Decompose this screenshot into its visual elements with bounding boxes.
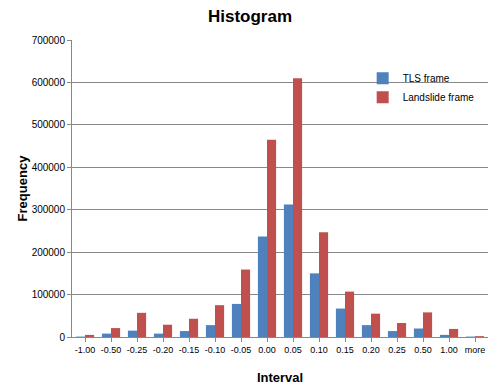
svg-text:Interval: Interval [257, 370, 303, 385]
svg-text:-0.10: -0.10 [205, 345, 226, 355]
svg-text:-0.25: -0.25 [127, 345, 148, 355]
svg-text:200000: 200000 [32, 247, 66, 258]
svg-text:0.10: 0.10 [310, 345, 328, 355]
svg-text:-0.50: -0.50 [101, 345, 122, 355]
svg-text:1.00: 1.00 [440, 345, 458, 355]
svg-text:-0.15: -0.15 [179, 345, 200, 355]
svg-text:-0.05: -0.05 [231, 345, 252, 355]
svg-text:500000: 500000 [32, 119, 66, 130]
svg-text:-1.00: -1.00 [75, 345, 96, 355]
svg-text:0.50: 0.50 [414, 345, 432, 355]
svg-text:Landslide frame: Landslide frame [403, 92, 475, 103]
svg-text:0.20: 0.20 [362, 345, 380, 355]
svg-text:Histogram: Histogram [208, 7, 292, 26]
svg-text:100000: 100000 [32, 289, 66, 300]
svg-text:600000: 600000 [32, 77, 66, 88]
svg-text:400000: 400000 [32, 162, 66, 173]
svg-text:TLS frame: TLS frame [403, 73, 450, 84]
svg-text:0.00: 0.00 [258, 345, 276, 355]
svg-text:0.05: 0.05 [284, 345, 302, 355]
svg-text:0.15: 0.15 [336, 345, 354, 355]
svg-text:-0.20: -0.20 [153, 345, 174, 355]
svg-text:more: more [465, 345, 486, 355]
svg-text:300000: 300000 [32, 204, 66, 215]
svg-text:0: 0 [59, 332, 65, 343]
svg-text:700000: 700000 [32, 35, 66, 46]
svg-text:Frequency: Frequency [15, 155, 30, 222]
svg-text:0.25: 0.25 [388, 345, 406, 355]
